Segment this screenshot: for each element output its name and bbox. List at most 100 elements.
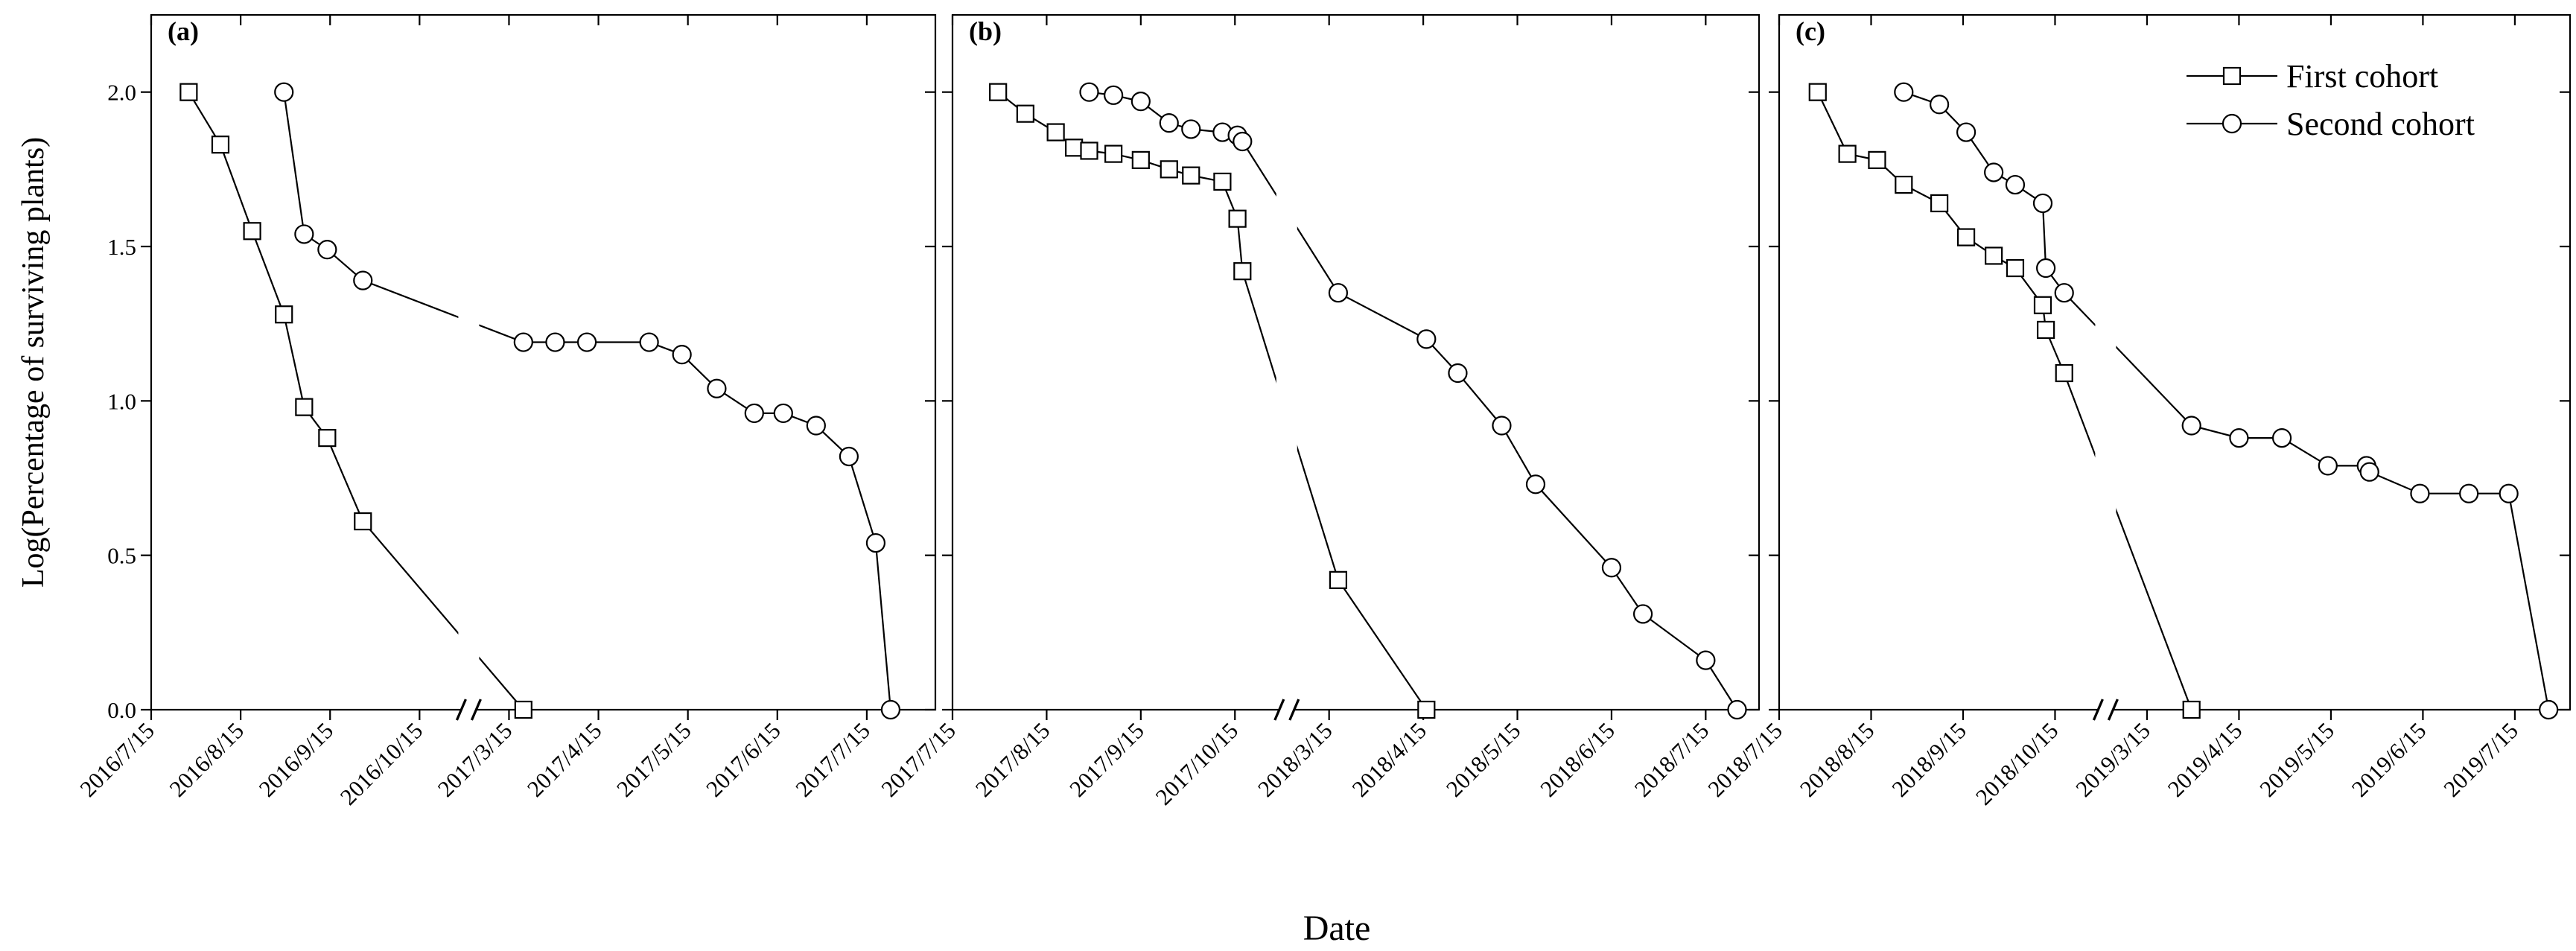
marker-square (295, 398, 314, 416)
marker-circle (2318, 456, 2338, 476)
x-tick-label: 2017/10/15 (1151, 717, 1244, 810)
x-tick-label: 2017/8/15 (970, 717, 1055, 802)
axis-break-gap (1276, 17, 1297, 707)
axis-break (2107, 699, 2119, 721)
x-tick-label: 2018/10/15 (1971, 717, 2064, 810)
x-tick-label: 2018/7/15 (1629, 717, 1714, 802)
marker-square (989, 83, 1008, 101)
marker-square (354, 512, 372, 531)
x-tick-label: 2018/5/15 (1441, 717, 1526, 802)
marker-circle (707, 378, 727, 398)
panel: 0.0 0.5 1.0 1.5 2.0 2016/7/15 2016/8/15 2016/9/… (16, 13, 937, 810)
y-tick-label: 1.0 (107, 388, 136, 414)
marker-circle (2005, 174, 2026, 195)
marker-circle (2181, 416, 2201, 436)
x-tick-label: 2017/4/15 (522, 717, 607, 802)
marker-circle (865, 532, 886, 553)
marker-circle (1601, 558, 1622, 578)
panel-title: (c) (1796, 16, 1825, 46)
marker-square (179, 83, 198, 101)
marker-square (1016, 104, 1034, 123)
x-tick-label: 2018/4/15 (1346, 717, 1431, 802)
marker-circle (1930, 95, 1950, 115)
x-tick-label: 2018/9/15 (1886, 717, 1971, 802)
marker-circle (1448, 363, 1468, 384)
axis-break-gap (2095, 17, 2117, 707)
marker-circle (2032, 193, 2053, 214)
marker-square (1329, 570, 1348, 589)
x-tick-label: 2017/6/15 (701, 717, 786, 802)
x-tick-label: 2016/8/15 (164, 717, 249, 802)
marker-circle (2459, 483, 2479, 503)
marker-square (1956, 228, 1976, 247)
y-tick-label: 1.5 (107, 234, 136, 260)
x-tick-label: 2017/7/15 (876, 717, 961, 802)
marker-square (2182, 700, 2201, 719)
marker-square (1868, 150, 1886, 169)
marker-square (211, 136, 230, 154)
plot-frame (951, 13, 1761, 711)
marker-circle (274, 82, 294, 102)
marker-square (1930, 194, 1949, 213)
marker-square (1080, 141, 1098, 160)
marker-circle (1233, 131, 1253, 152)
marker-square (1808, 83, 1827, 101)
marker-square (1985, 247, 2003, 265)
marker-square (1228, 209, 1247, 228)
x-tick-label: 2016/7/15 (74, 717, 159, 802)
marker-circle (773, 403, 793, 424)
marker-circle (545, 332, 565, 352)
marker-square (2037, 320, 2055, 340)
x-tick-label: 2017/3/15 (433, 717, 518, 802)
axis-break (2092, 699, 2104, 721)
axis-break (1273, 699, 1285, 721)
marker-square (1838, 144, 1857, 163)
marker-circle (744, 403, 764, 424)
marker-circle (672, 345, 692, 365)
marker-circle (1525, 474, 1546, 494)
axis-break-gap (458, 17, 480, 707)
x-tick-label: 2017/9/15 (1064, 717, 1149, 802)
marker-circle (839, 446, 859, 467)
marker-square (1065, 139, 1084, 157)
legend-label: Second cohort (2286, 106, 2475, 142)
marker-square (1895, 175, 1913, 194)
x-tick-label: 2018/8/15 (1795, 717, 1880, 802)
x-tick-label: 2016/10/15 (335, 717, 428, 810)
x-tick-label: 2018/7/15 (1702, 717, 1787, 802)
marker-square (1104, 144, 1123, 163)
y-axis-label: Log(Percentage of surviving plants) (16, 137, 51, 588)
marker-circle (2271, 427, 2292, 448)
marker-circle (2539, 699, 2559, 720)
marker-circle (576, 332, 597, 352)
x-tick-label: 2019/7/15 (2438, 717, 2523, 802)
marker-square (1160, 160, 1178, 179)
marker-square (1233, 262, 1252, 281)
marker-circle (1984, 162, 2004, 182)
marker-circle (1894, 82, 1914, 102)
marker-circle (1632, 604, 1653, 624)
series-line (1903, 91, 2550, 710)
marker-square (1131, 150, 1150, 169)
marker-circle (806, 416, 826, 436)
marker-circle (2359, 462, 2379, 482)
marker-square (275, 305, 293, 324)
x-tick-label: 2017/5/15 (611, 717, 696, 802)
marker-circle (2036, 258, 2056, 279)
marker-square (1417, 700, 1436, 719)
x-tick-label: 2019/5/15 (2254, 717, 2339, 802)
x-tick-label: 2017/7/15 (790, 717, 875, 802)
y-tick-label: 0.5 (107, 543, 136, 569)
marker-circle (1727, 699, 1747, 720)
panel: 2017/7/15 2017/8/15 2017/9/15 2017/10/15 201… (876, 13, 1761, 948)
marker-square (318, 428, 337, 448)
series-line (997, 91, 1428, 710)
marker-square (2222, 66, 2242, 86)
marker-circle (1328, 283, 1349, 303)
axis-break-gap (461, 705, 477, 714)
plot-frame (1778, 13, 2572, 711)
marker-circle (2499, 483, 2519, 503)
x-tick-label: 2019/3/15 (2070, 717, 2155, 802)
marker-square (1046, 123, 1065, 141)
plot-frame (150, 13, 937, 711)
